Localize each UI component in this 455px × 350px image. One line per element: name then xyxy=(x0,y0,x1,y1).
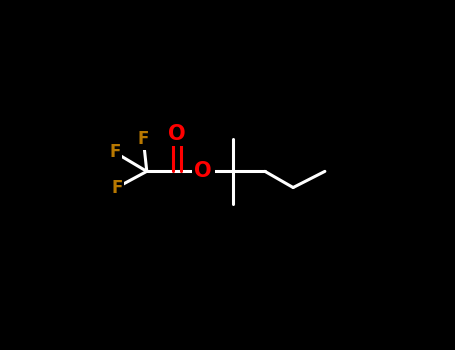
Text: F: F xyxy=(137,130,149,148)
Text: F: F xyxy=(109,144,121,161)
Text: F: F xyxy=(111,178,122,197)
Text: O: O xyxy=(168,124,186,144)
Text: O: O xyxy=(194,161,212,181)
